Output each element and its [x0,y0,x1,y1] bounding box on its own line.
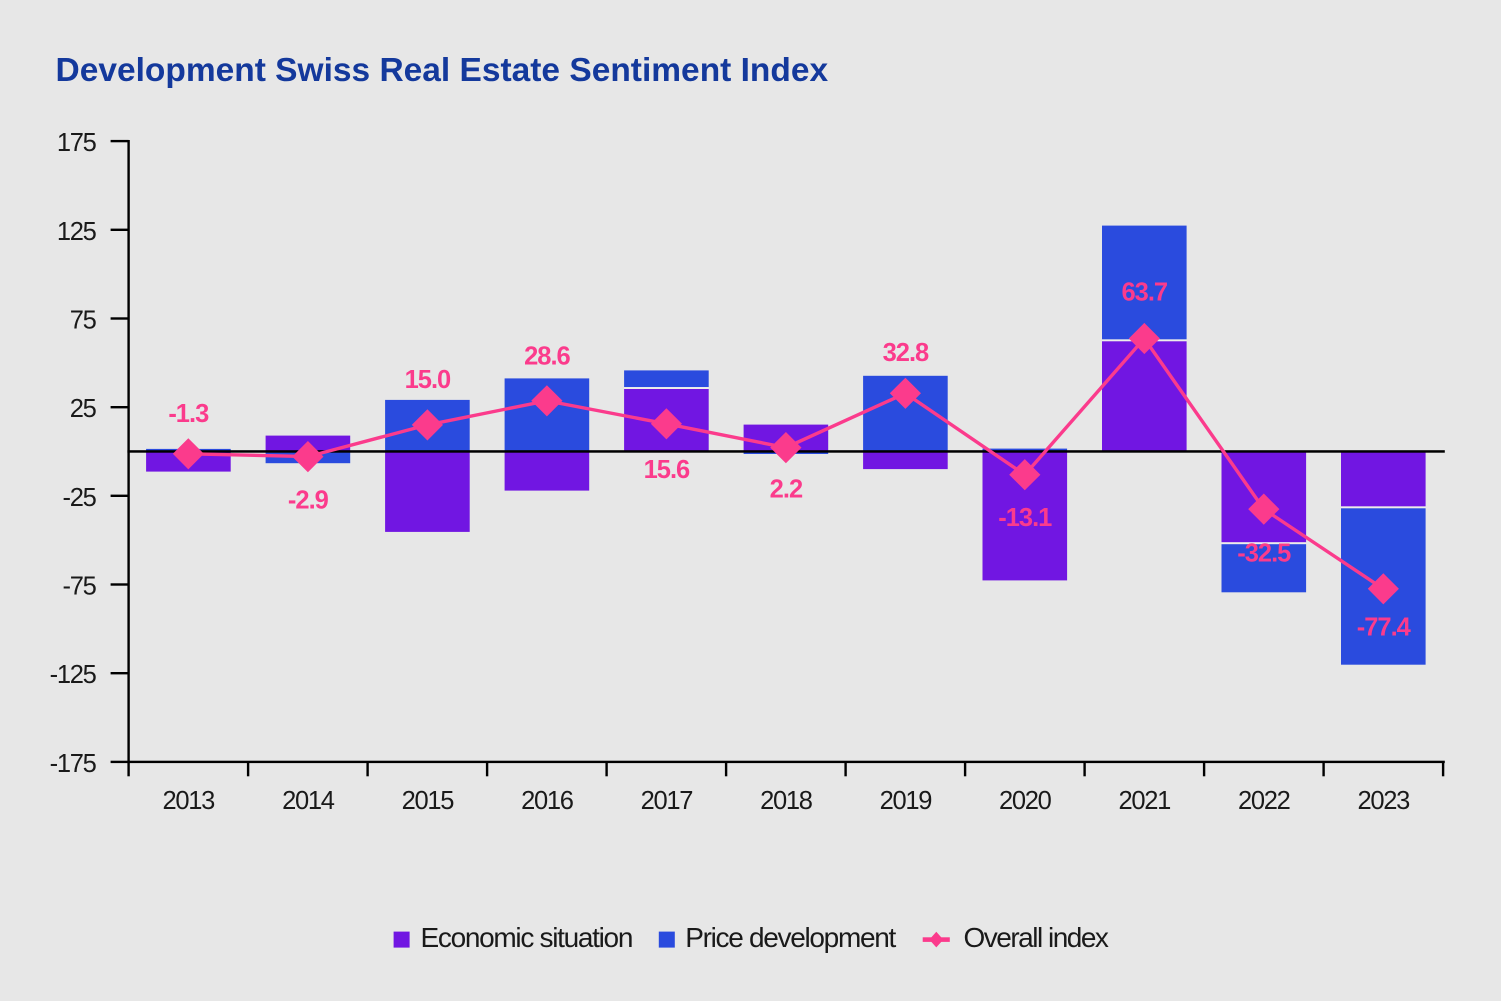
svg-text:2013: 2013 [163,787,216,815]
svg-text:175: 175 [57,129,97,157]
svg-text:-2.9: -2.9 [288,486,329,514]
svg-text:Economic situation: Economic situation [421,922,633,953]
svg-text:2021: 2021 [1119,787,1171,815]
svg-text:2018: 2018 [760,787,813,815]
svg-text:-25: -25 [63,484,97,512]
svg-text:Development Swiss Real Estate: Development Swiss Real Estate Sentiment … [56,52,829,89]
svg-text:2020: 2020 [999,787,1052,815]
svg-text:2023: 2023 [1358,787,1411,815]
svg-text:2.2: 2.2 [770,476,803,504]
svg-text:Price development: Price development [685,922,896,953]
svg-text:15.0: 15.0 [405,366,451,394]
svg-text:2014: 2014 [282,787,335,815]
svg-text:2019: 2019 [880,787,932,815]
svg-text:2015: 2015 [402,787,455,815]
svg-text:Overall index: Overall index [964,922,1109,953]
svg-text:-32.5: -32.5 [1237,539,1291,567]
svg-text:2017: 2017 [641,787,693,815]
svg-text:-75: -75 [63,573,97,601]
svg-text:-13.1: -13.1 [998,504,1052,532]
svg-text:28.6: 28.6 [524,343,570,371]
svg-text:2022: 2022 [1238,787,1290,815]
svg-text:-175: -175 [50,750,97,778]
svg-text:15.6: 15.6 [644,456,690,484]
svg-text:2016: 2016 [521,787,574,815]
svg-text:-1.3: -1.3 [168,400,209,428]
svg-text:-77.4: -77.4 [1357,613,1412,641]
svg-text:75: 75 [70,307,97,335]
svg-text:125: 125 [57,218,97,246]
svg-text:-125: -125 [50,661,97,689]
svg-text:25: 25 [70,395,97,423]
svg-text:63.7: 63.7 [1121,279,1167,307]
svg-text:32.8: 32.8 [883,339,929,367]
